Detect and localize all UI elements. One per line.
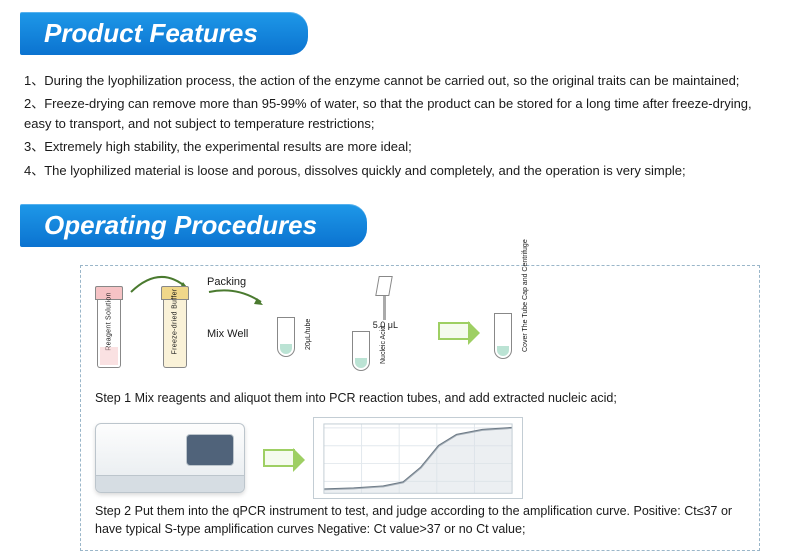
- step-1-caption: Step 1 Mix reagents and aliquot them int…: [95, 390, 745, 408]
- buffer-tube: Freeze-dried Buffer: [161, 286, 189, 370]
- arrow-right-icon: [263, 449, 295, 467]
- diagram-row-1: Reagent Solution Freeze-dried Buffer Pac…: [95, 276, 745, 386]
- feature-item: 4、The lyophilized material is loose and …: [24, 161, 772, 181]
- pcr-tube-icon: [352, 331, 370, 371]
- step-2-caption: Step 2 Put them into the qPCR instrument…: [95, 503, 745, 538]
- procedure-diagram: Reagent Solution Freeze-dried Buffer Pac…: [80, 265, 760, 552]
- packing-label: Packing: [207, 276, 246, 288]
- volume-per-tube-label: 20μL/tube: [305, 318, 312, 349]
- capped-tubes-icon: [494, 313, 512, 359]
- procedures-header: Operating Procedures: [20, 204, 367, 247]
- buffer-tube-label: Freeze-dried Buffer: [172, 288, 179, 354]
- pipette-icon: [375, 276, 395, 320]
- nucleic-acid-label: Nucleic Acid: [380, 326, 387, 364]
- diagram-row-2: [95, 417, 745, 499]
- arrow-right-icon: [438, 322, 470, 340]
- amplification-curve: [313, 417, 523, 499]
- features-header: Product Features: [20, 12, 308, 55]
- reagent-tube: Reagent Solution: [95, 286, 123, 370]
- feature-item: 3、Extremely high stability, the experime…: [24, 137, 772, 157]
- features-list: 1、During the lyophilization process, the…: [0, 65, 800, 192]
- reagent-tube-label: Reagent Solution: [106, 292, 113, 351]
- feature-item: 2、Freeze-drying can remove more than 95-…: [24, 94, 772, 134]
- feature-item: 1、During the lyophilization process, the…: [24, 71, 772, 91]
- pcr-tube-icon: [277, 317, 295, 357]
- cover-centrifuge-label: Cover The Tube Cap and Centrifuge: [522, 239, 529, 352]
- mix-well-label: Mix Well: [207, 328, 248, 340]
- packing-arrow-icon: [207, 288, 267, 310]
- qpcr-instrument-icon: [95, 423, 245, 493]
